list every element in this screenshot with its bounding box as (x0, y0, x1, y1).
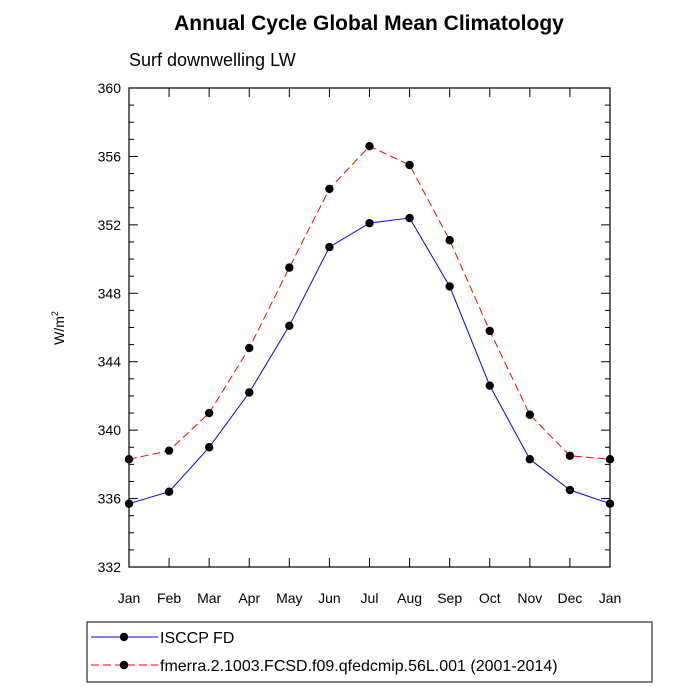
data-point (245, 388, 254, 397)
x-tick-label: Aug (397, 590, 422, 606)
x-tick-label: Jul (361, 590, 379, 606)
data-point (485, 326, 494, 336)
x-tick-label: Mar (197, 590, 221, 606)
data-point (405, 160, 414, 170)
data-point (525, 410, 535, 419)
y-axis-label-text: W/m (51, 316, 67, 345)
series-line-1 (128, 217, 611, 505)
data-point (164, 487, 174, 496)
chart-subtitle: Surf downwelling LW (129, 50, 296, 70)
y-tick-label: 352 (98, 217, 122, 233)
y-axis: 332 336 340 344 348 352 356 360 (98, 80, 610, 575)
x-tick-label: Oct (479, 590, 501, 606)
series-line-2 (128, 145, 611, 460)
chart-title: Annual Cycle Global Mean Climatology (174, 12, 564, 35)
data-point (485, 381, 494, 390)
x-tick-label: May (276, 590, 302, 606)
y-axis-label-superscript: 2 (50, 311, 60, 316)
data-point (285, 263, 294, 272)
data-point (124, 499, 134, 508)
data-point (445, 236, 454, 245)
x-tick-label: Nov (517, 590, 542, 606)
y-tick-label: 348 (98, 285, 122, 301)
x-tick-label: Jan (599, 590, 622, 606)
legend-marker (119, 632, 129, 642)
y-tick-label: 332 (98, 559, 122, 575)
y-tick-label: 344 (98, 354, 122, 370)
y-tick-label: 360 (98, 80, 122, 96)
data-point (565, 485, 575, 495)
data-point (245, 343, 254, 353)
data-point (605, 455, 615, 464)
data-point (445, 282, 454, 291)
data-point (204, 443, 214, 452)
data-point (325, 242, 334, 252)
data-point (365, 218, 374, 228)
data-point (405, 213, 414, 223)
x-tick-label: Jan (118, 590, 141, 606)
data-point (325, 184, 334, 194)
data-point (365, 141, 374, 151)
y-tick-label: 336 (98, 491, 122, 507)
y-tick-label: 356 (98, 148, 122, 164)
x-tick-label: Dec (557, 590, 582, 606)
y-tick-label: 340 (98, 422, 122, 438)
series-layer (124, 141, 615, 508)
legend-box (86, 621, 653, 683)
data-point (124, 455, 134, 464)
data-point (164, 446, 174, 455)
x-tick-label: Sep (437, 590, 462, 606)
x-tick-label: Feb (157, 590, 181, 606)
legend-label-1: ISCCP FD (160, 630, 234, 647)
legend-marker (119, 660, 129, 670)
x-axis: Jan Feb Mar Apr May Jun Jul Aug Sep Oct Nov Dec Jan (118, 88, 622, 606)
data-point (565, 451, 575, 461)
data-point (605, 499, 615, 508)
plot-area (128, 87, 611, 568)
legend: ISCCP FD fmerra.2.1003.FCSD.f09.qfedcmip.… (86, 621, 653, 683)
data-point (285, 321, 294, 330)
y-axis-label: W/m2 (50, 311, 67, 345)
x-tick-label: Apr (238, 590, 260, 606)
data-point (204, 408, 214, 418)
data-point (525, 455, 535, 464)
x-tick-label: Jun (318, 590, 341, 606)
legend-label-2: fmerra.2.1003.FCSD.f09.qfedcmip.56L.001 … (160, 658, 558, 675)
